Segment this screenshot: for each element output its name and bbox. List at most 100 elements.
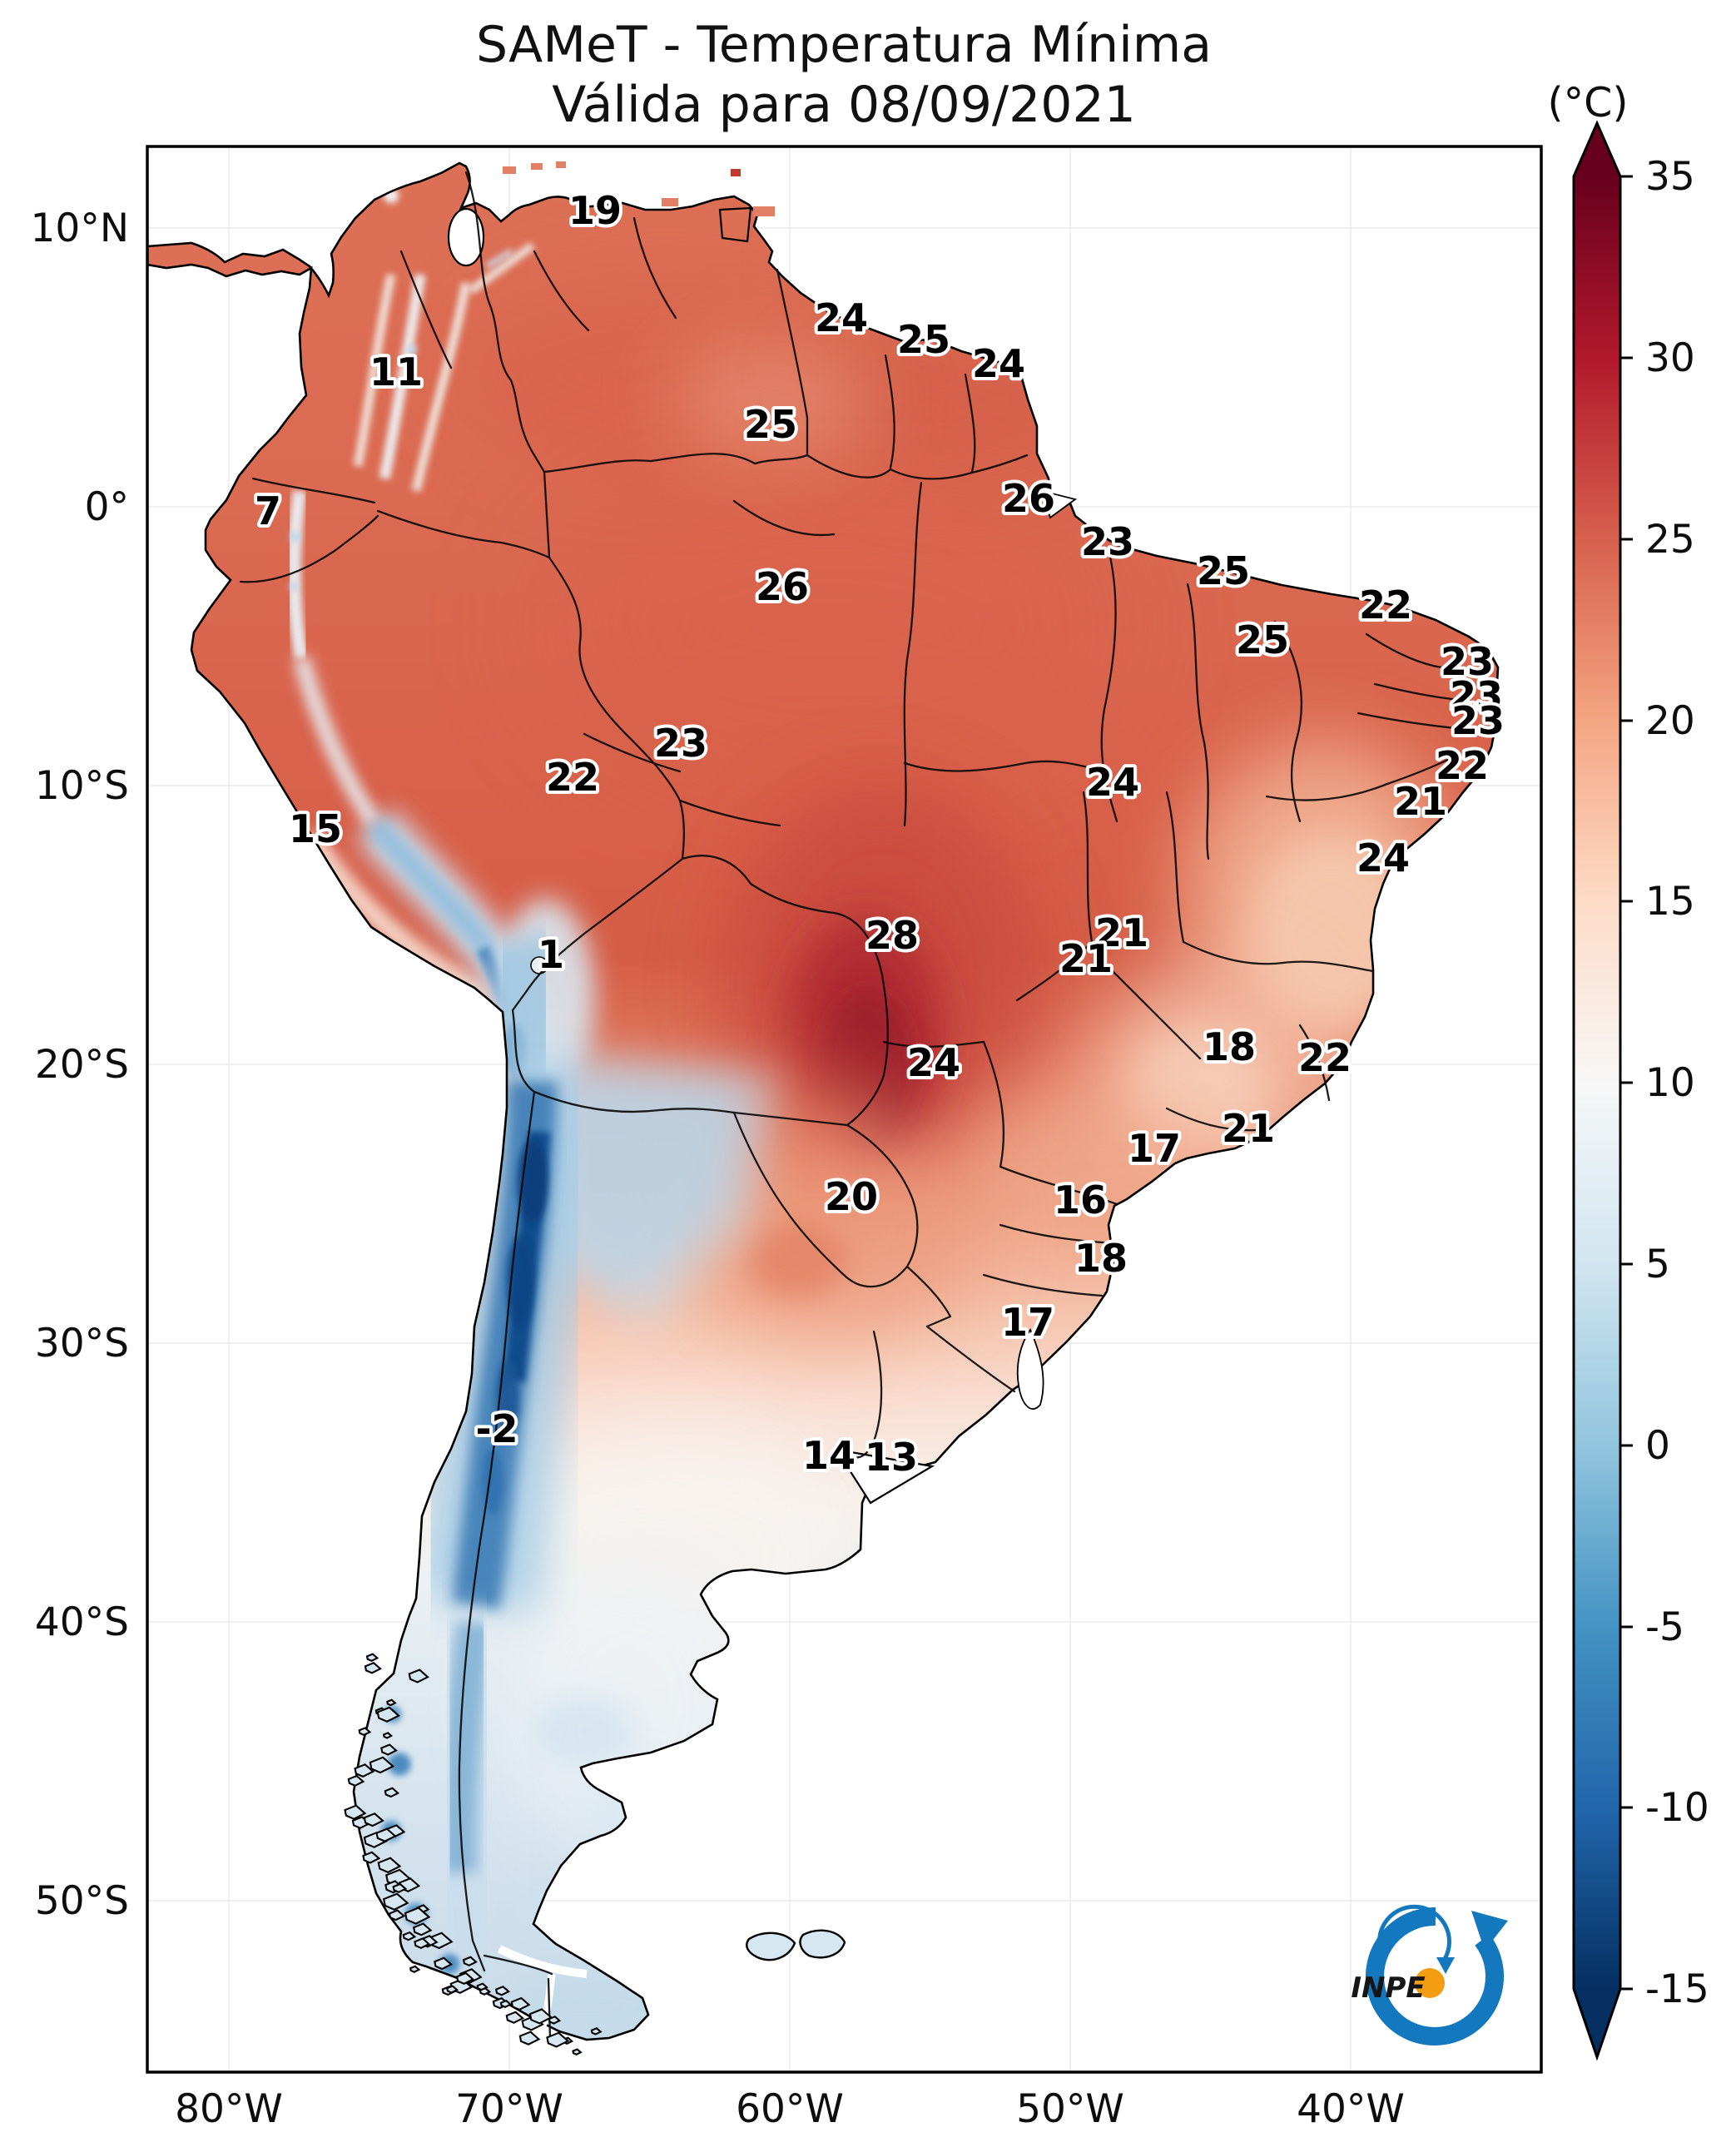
lat-tick-label: 40°S <box>35 1599 129 1645</box>
fjord-island-speck <box>362 1851 381 1864</box>
lon-tick-label: 40°W <box>1297 2086 1405 2132</box>
island-speck <box>753 206 775 216</box>
island-speck <box>731 169 741 176</box>
temp-label: 23 <box>654 721 707 766</box>
colorbar-gradient <box>1574 176 1620 1989</box>
falkland-east-island <box>799 1929 846 1959</box>
colorbar-under-arrow <box>1574 1989 1620 2057</box>
lon-tick-label: 50°W <box>1016 2086 1124 2132</box>
temp-label: 24 <box>815 295 868 340</box>
lat-tick-label: 20°S <box>35 1042 129 1088</box>
fjord-island-speck <box>384 1787 400 1798</box>
lat-tick-label: 50°S <box>35 1878 129 1924</box>
fjord-island-speck <box>505 2011 525 2024</box>
lat-tick-label: 30°S <box>35 1321 129 1366</box>
temp-label: 23 <box>1081 519 1134 564</box>
colorbar-over-arrow <box>1574 123 1620 176</box>
island-speck <box>503 166 516 174</box>
temp-label: -2 <box>475 1406 518 1451</box>
fjord-island-speck <box>409 1965 421 1973</box>
temp-label: 17 <box>1001 1300 1054 1345</box>
temp-label: 18 <box>1074 1236 1128 1281</box>
fjord-island-speck <box>344 1804 367 1820</box>
inpe-logo-text: INPE <box>1351 1971 1425 2005</box>
temp-label: 26 <box>1002 476 1055 521</box>
falkland-west-island <box>746 1931 796 1961</box>
amazon-mouth <box>1040 489 1078 519</box>
colorbar-tick-label: -10 <box>1645 1785 1709 1831</box>
colorbar-tick-label: 0 <box>1645 1423 1670 1469</box>
fjord-island-speck <box>499 1999 513 2008</box>
temp-label: 17 <box>1128 1126 1181 1171</box>
fjord-island-speck <box>376 1706 400 1723</box>
temp-label: 21 <box>1059 936 1113 981</box>
longitude-axis: 80°W 70°W 60°W 50°W 40°W <box>175 2086 1405 2132</box>
temp-label: 28 <box>866 913 919 958</box>
temp-label: 25 <box>744 402 797 447</box>
fjord-island-speck <box>412 1922 433 1936</box>
temp-label: 24 <box>972 341 1025 386</box>
fjord-island-speck <box>446 1985 459 1994</box>
temp-label: 26 <box>756 564 809 609</box>
inpe-logo-orange-ball <box>1415 1968 1445 1998</box>
temp-label: 24 <box>1086 760 1139 805</box>
island-speck <box>531 163 543 170</box>
islands <box>503 161 846 1961</box>
temp-label: 7 <box>255 488 281 533</box>
fjord-island-speck <box>590 2027 603 2035</box>
fjord-island-speck <box>363 1832 388 1848</box>
fjord-island-speck <box>382 1892 409 1911</box>
lat-tick-label: 10°S <box>35 763 129 809</box>
fjord-island-speck <box>392 1882 408 1893</box>
lat-tick-label: 10°N <box>31 206 129 251</box>
temp-label: 16 <box>1054 1178 1107 1222</box>
inpe-logo-inner-swirl <box>1377 1904 1451 1961</box>
temp-label: 22 <box>1359 583 1412 627</box>
fjord-island-speck <box>347 1774 365 1787</box>
lat-tick-label: 0° <box>85 484 129 530</box>
colorbar-tick-label: 20 <box>1645 698 1695 744</box>
temp-label: 21 <box>1222 1106 1275 1151</box>
temp-label: 14 <box>802 1433 856 1478</box>
temp-label: 13 <box>865 1435 918 1480</box>
temp-label: 23 <box>1441 639 1494 684</box>
fjord-island-speck <box>548 2016 562 2025</box>
lon-tick-label: 70°W <box>455 2086 563 2132</box>
temperature-field <box>287 188 1465 2039</box>
temp-label: 23 <box>1451 698 1505 743</box>
fjord-island-speck <box>462 1956 478 1966</box>
fjord-island-speck <box>363 1812 384 1827</box>
fjord-island-speck <box>382 1732 394 1739</box>
map-subtitle: Válida para 08/09/2021 <box>552 76 1136 134</box>
temp-label: 24 <box>907 1040 960 1085</box>
fjord-island-speck <box>375 1827 397 1842</box>
temp-label: 15 <box>289 806 342 851</box>
inpe-logo-swirl <box>1366 1907 1504 2045</box>
colorbar-tick-label: 35 <box>1645 154 1695 200</box>
fjord-island-speck <box>364 1662 382 1674</box>
inpe-logo-arrowhead <box>1471 1911 1508 1951</box>
inpe-logo-inner-arrow <box>1436 1957 1455 1974</box>
fjord-island-speck <box>358 1727 372 1737</box>
colorbar-tick-label: 30 <box>1645 335 1695 381</box>
temp-label: 21 <box>1095 910 1148 955</box>
fjord-island-speck <box>388 1909 406 1921</box>
fjord-island-speck <box>351 1816 371 1829</box>
fjord-island-speck <box>354 1763 375 1778</box>
temp-label: 19 <box>568 188 622 233</box>
lake-maracaibo <box>447 207 485 267</box>
fjord-island-speck <box>402 1931 417 1941</box>
trinidad-island <box>718 206 752 243</box>
fjord-island-speck <box>386 1698 397 1707</box>
inpe-logo: INPE <box>1351 1904 1508 2045</box>
temp-label: 25 <box>1236 617 1289 662</box>
colorbar-tick-label: 25 <box>1645 517 1695 563</box>
map-title: SAMeT - Temperatura Mínima <box>476 16 1212 74</box>
fjord-island-speck <box>518 2031 541 2045</box>
fjord-island-speck <box>546 2031 570 2048</box>
map-frame <box>146 145 1543 2074</box>
